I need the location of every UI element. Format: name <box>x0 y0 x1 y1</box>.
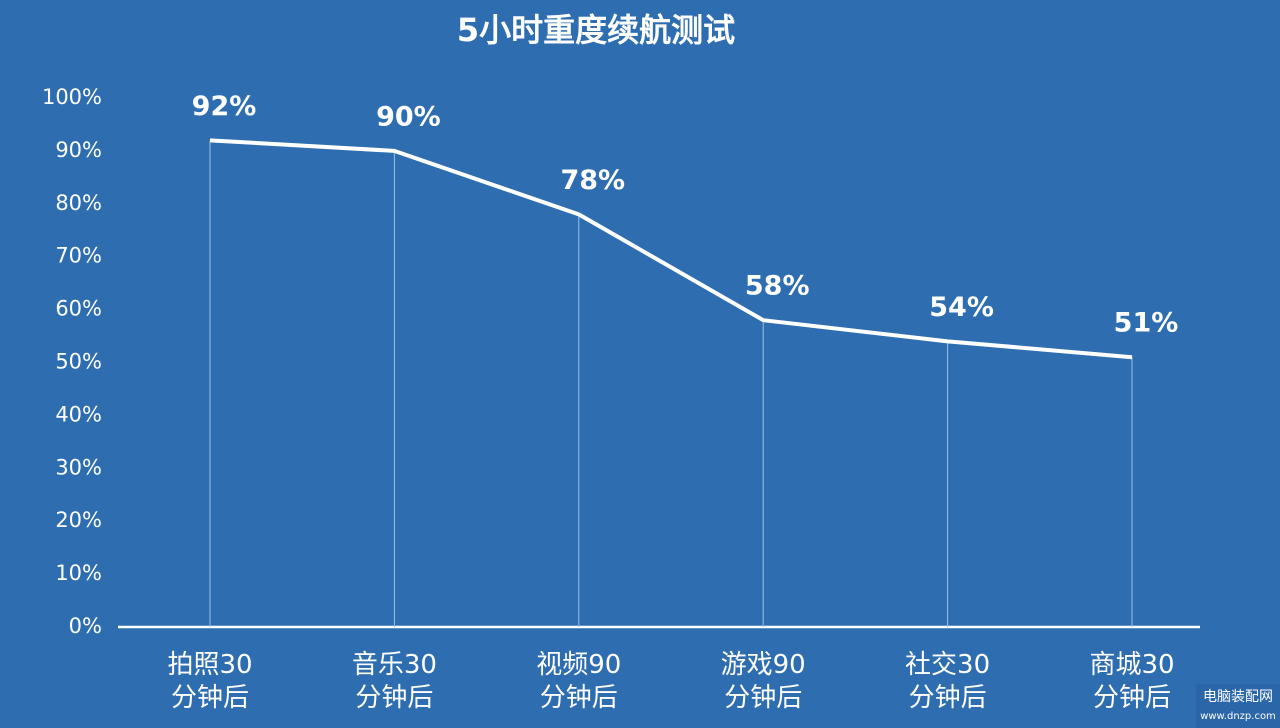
x-tick-line: 分钟后 <box>171 683 249 713</box>
x-tick-line: 分钟后 <box>1093 683 1171 713</box>
y-tick-label: 90% <box>55 138 102 162</box>
value-label: 92% <box>192 91 257 122</box>
y-tick-label: 100% <box>42 85 102 109</box>
y-tick-label: 10% <box>55 561 102 585</box>
x-tick-line: 音乐30 <box>352 650 437 680</box>
watermark-url: www.dnzp.com <box>1200 711 1276 722</box>
x-tick-label: 社交30 分钟后 <box>905 650 990 713</box>
value-label: 90% <box>376 101 441 132</box>
y-tick-label: 70% <box>55 244 102 268</box>
x-tick-line: 视频90 <box>536 650 621 680</box>
y-tick-label: 80% <box>55 191 102 215</box>
y-tick-label: 30% <box>55 455 102 479</box>
y-tick-label: 60% <box>55 297 102 321</box>
data-line <box>209 138 1133 360</box>
value-label: 54% <box>929 292 994 323</box>
x-tick-line: 分钟后 <box>540 683 618 713</box>
x-tick-line: 社交30 <box>905 650 990 680</box>
value-label: 78% <box>560 165 625 196</box>
value-label: 58% <box>745 271 810 302</box>
x-tick-line: 分钟后 <box>909 683 987 713</box>
x-tick-line: 游戏90 <box>721 650 806 680</box>
y-tick-label: 0% <box>69 614 102 638</box>
x-tick-label: 商城30 分钟后 <box>1089 650 1174 713</box>
x-tick-line: 商城30 <box>1089 650 1174 680</box>
y-tick-label: 50% <box>55 350 102 374</box>
x-tick-label: 游戏90 分钟后 <box>721 650 806 713</box>
x-tick-line: 分钟后 <box>355 683 433 713</box>
watermark-title: 电脑装配网 <box>1203 689 1273 705</box>
value-label: 51% <box>1114 308 1179 339</box>
y-tick-label: 20% <box>55 508 102 532</box>
watermark-box <box>1196 684 1280 728</box>
x-tick-line: 拍照30 <box>167 650 252 680</box>
x-tick-label: 视频90 分钟后 <box>536 650 621 713</box>
chart-title: 5小时重度续航测试 <box>457 11 735 49</box>
x-tick-line: 分钟后 <box>724 683 802 713</box>
y-tick-label: 40% <box>55 402 102 426</box>
x-tick-label: 音乐30 分钟后 <box>352 650 437 713</box>
x-tick-label: 拍照30 分钟后 <box>167 650 252 713</box>
